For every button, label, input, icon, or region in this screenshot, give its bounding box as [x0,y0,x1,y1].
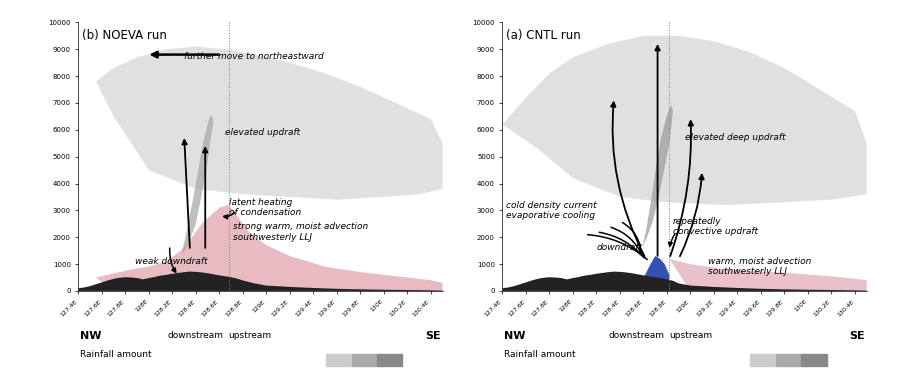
Bar [326,354,351,366]
Text: further move to northeastward: further move to northeastward [184,51,324,60]
Text: downdraft: downdraft [597,244,643,253]
Bar [377,354,403,366]
Polygon shape [669,259,867,291]
Text: (a) CNTL run: (a) CNTL run [506,29,581,42]
Polygon shape [502,36,867,205]
Text: (b) NOEVA run: (b) NOEVA run [82,29,167,42]
Text: NW: NW [80,331,101,341]
Text: elevated deep updraft: elevated deep updraft [684,134,786,142]
Polygon shape [96,205,443,291]
Text: upstream: upstream [668,331,712,340]
Polygon shape [182,116,214,253]
Text: warm, moist advection
southwesterly LLJ: warm, moist advection southwesterly LLJ [708,257,811,276]
Bar [751,354,775,366]
Text: Rainfall amount: Rainfall amount [80,350,152,359]
Bar [801,354,827,366]
Polygon shape [638,256,669,291]
Polygon shape [96,47,443,200]
Polygon shape [641,106,673,253]
Bar [351,354,377,366]
Text: SE: SE [425,331,441,341]
Bar [775,354,801,366]
Text: cold density current
evaporative cooling: cold density current evaporative cooling [506,201,597,220]
Polygon shape [502,272,867,291]
Text: Rainfall amount: Rainfall amount [504,350,576,359]
Text: weak downdraft: weak downdraft [135,257,207,266]
Text: NW: NW [504,331,526,341]
Text: repeatedly
convective updraft: repeatedly convective updraft [673,217,758,236]
Text: latent heating
of condensation: latent heating of condensation [229,198,301,217]
Text: downstream: downstream [609,331,665,340]
Polygon shape [78,272,443,291]
Text: upstream: upstream [229,331,271,340]
Text: SE: SE [849,331,865,341]
Text: downstream: downstream [168,331,224,340]
Text: strong warm, moist advection
southwesterly LLJ: strong warm, moist advection southwester… [233,222,369,242]
Text: elevated updraft: elevated updraft [225,128,301,137]
